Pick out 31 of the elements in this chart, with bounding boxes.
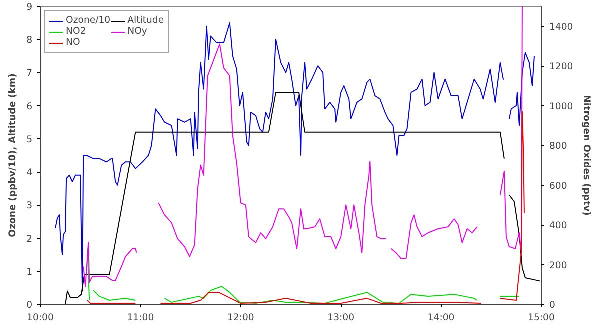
y-tick-label: 8 — [26, 35, 33, 46]
y2-tick-label: 0 — [550, 300, 556, 311]
y2-tick-label: 200 — [550, 260, 568, 272]
y2-tick-label: 1200 — [550, 62, 574, 73]
y-tick-label: 0 — [26, 300, 33, 311]
x-tick-label: 13:00 — [328, 312, 355, 324]
x-tick-label: 14:00 — [428, 312, 455, 324]
y-tick-label: 1 — [26, 266, 33, 278]
y-tick-label: 5 — [26, 134, 33, 146]
x-tick-label: 15:00 — [528, 312, 556, 324]
y-tick-label: 2 — [26, 234, 33, 245]
legend-label: NO — [66, 37, 82, 48]
y-tick-label: 3 — [26, 200, 33, 212]
y2-tick-label: 400 — [550, 220, 568, 232]
y-tick-label: 7 — [26, 68, 33, 80]
y2-tick-label: 1400 — [550, 22, 574, 33]
x-tick-label: 11:00 — [127, 312, 154, 324]
legend-label: NOy — [128, 26, 148, 37]
y2-tick-label: 600 — [550, 180, 568, 192]
legend-label: Ozone/10 — [66, 15, 111, 26]
x-tick-label: 10:00 — [27, 312, 54, 324]
y2-tick-label: 800 — [550, 141, 568, 152]
y-tick-label: 6 — [26, 101, 33, 112]
legend-label: Altitude — [128, 15, 164, 26]
x-tick-label: 12:00 — [227, 312, 254, 324]
legend-label: NO2 — [66, 26, 86, 37]
y-axis-title: Ozone (ppbv/10), Altitude (km) — [8, 74, 19, 238]
y-tick-label: 9 — [26, 2, 33, 13]
y2-axis-title: Nitrogen Oxides (pptv) — [581, 95, 592, 216]
y-tick-label: 4 — [26, 168, 33, 179]
y2-tick-label: 1000 — [550, 101, 574, 112]
